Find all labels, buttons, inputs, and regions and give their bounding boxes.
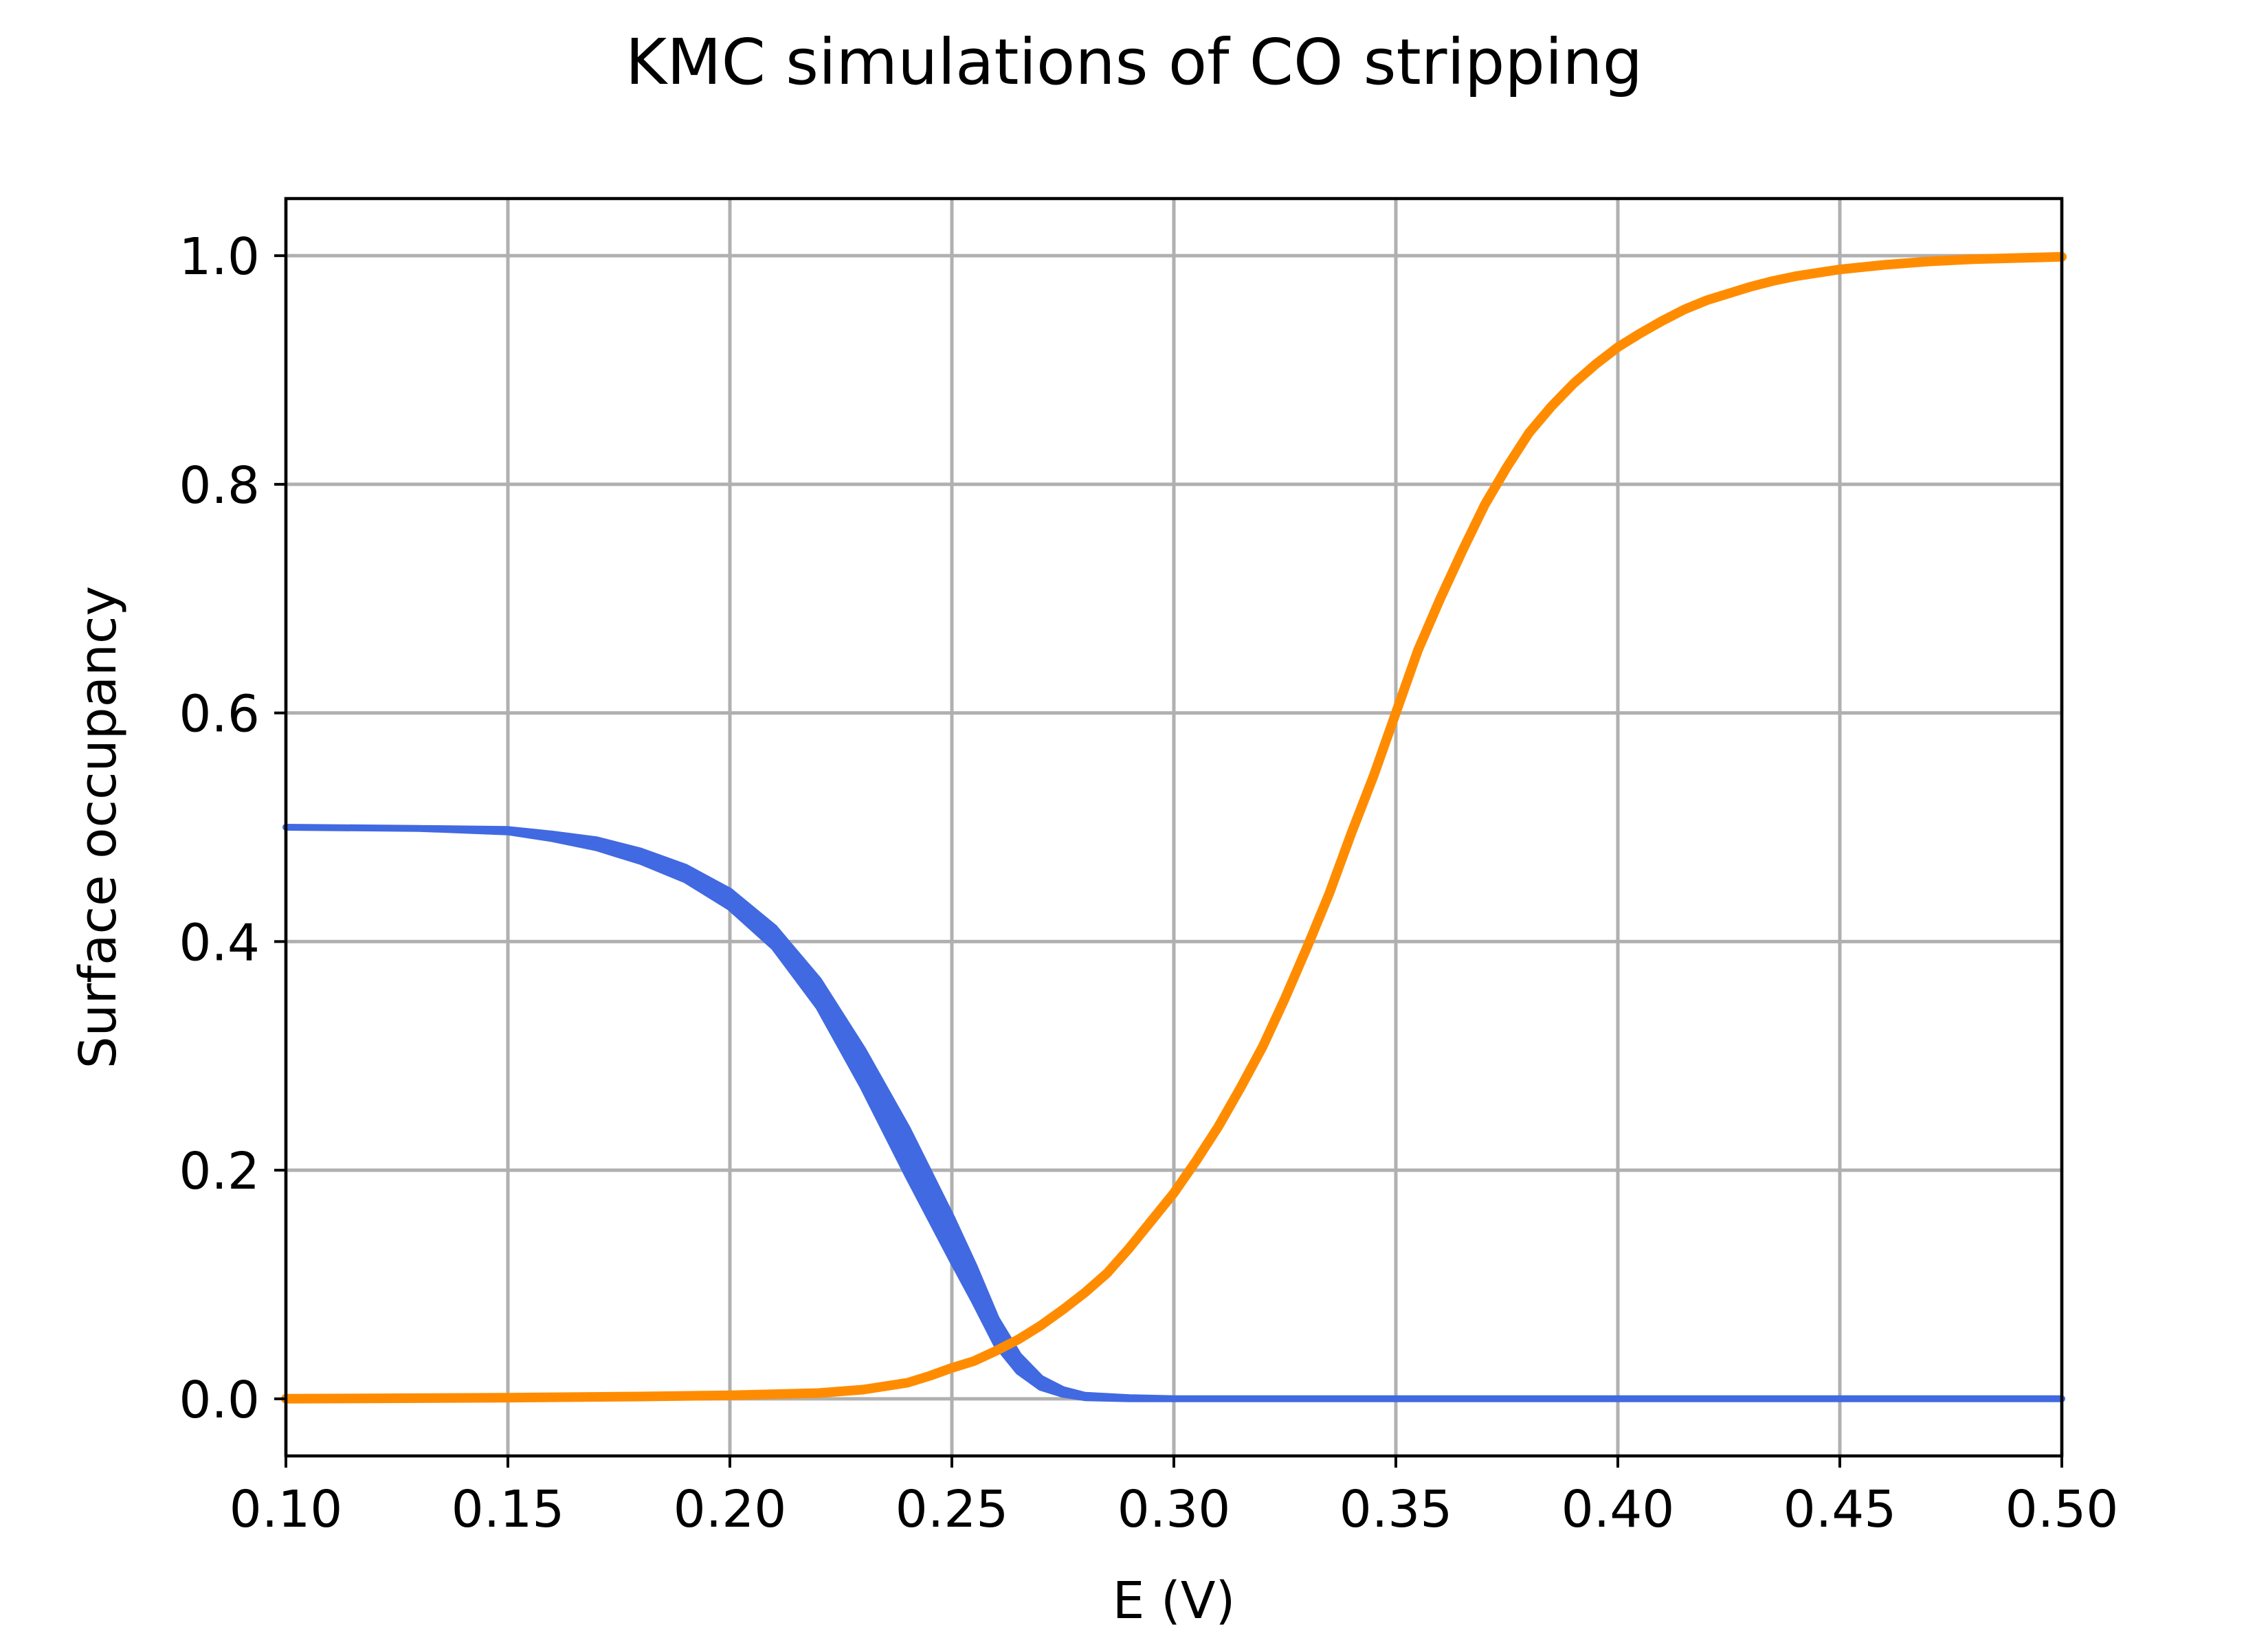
x-tick-label-6: 0.40 [1561, 1480, 1675, 1539]
x-tick-label-2: 0.20 [674, 1480, 787, 1539]
x-axis: 0.10 0.15 0.20 0.25 0.30 0.35 0.40 0.45 0.50 [230, 1456, 2119, 1539]
series-1-line [281, 251, 2067, 1404]
y-axis-label: Surface occupancy [69, 586, 128, 1069]
y-axis: 0.0 0.2 0.4 0.6 0.8 1.0 [179, 227, 286, 1430]
x-tick-label-1: 0.15 [452, 1480, 565, 1539]
y-tick-label-3: 0.6 [179, 685, 260, 744]
x-axis-label: E (V) [1113, 1571, 1236, 1630]
x-tick-label-8: 0.50 [2005, 1480, 2119, 1539]
y-tick-label-5: 1.0 [179, 227, 260, 287]
y-tick-label-0: 0.0 [179, 1371, 260, 1430]
x-tick-label-0: 0.10 [230, 1480, 343, 1539]
x-tick-label-5: 0.35 [1339, 1480, 1453, 1539]
chart-title: KMC simulations of CO stripping [625, 25, 1643, 99]
x-tick-label-7: 0.45 [1783, 1480, 1897, 1539]
y-tick-label-4: 0.8 [179, 456, 260, 515]
x-tick-label-4: 0.30 [1118, 1480, 1231, 1539]
y-tick-label-1: 0.2 [179, 1142, 260, 1201]
y-tick-label-2: 0.4 [179, 913, 260, 972]
x-tick-label-3: 0.25 [896, 1480, 1009, 1539]
